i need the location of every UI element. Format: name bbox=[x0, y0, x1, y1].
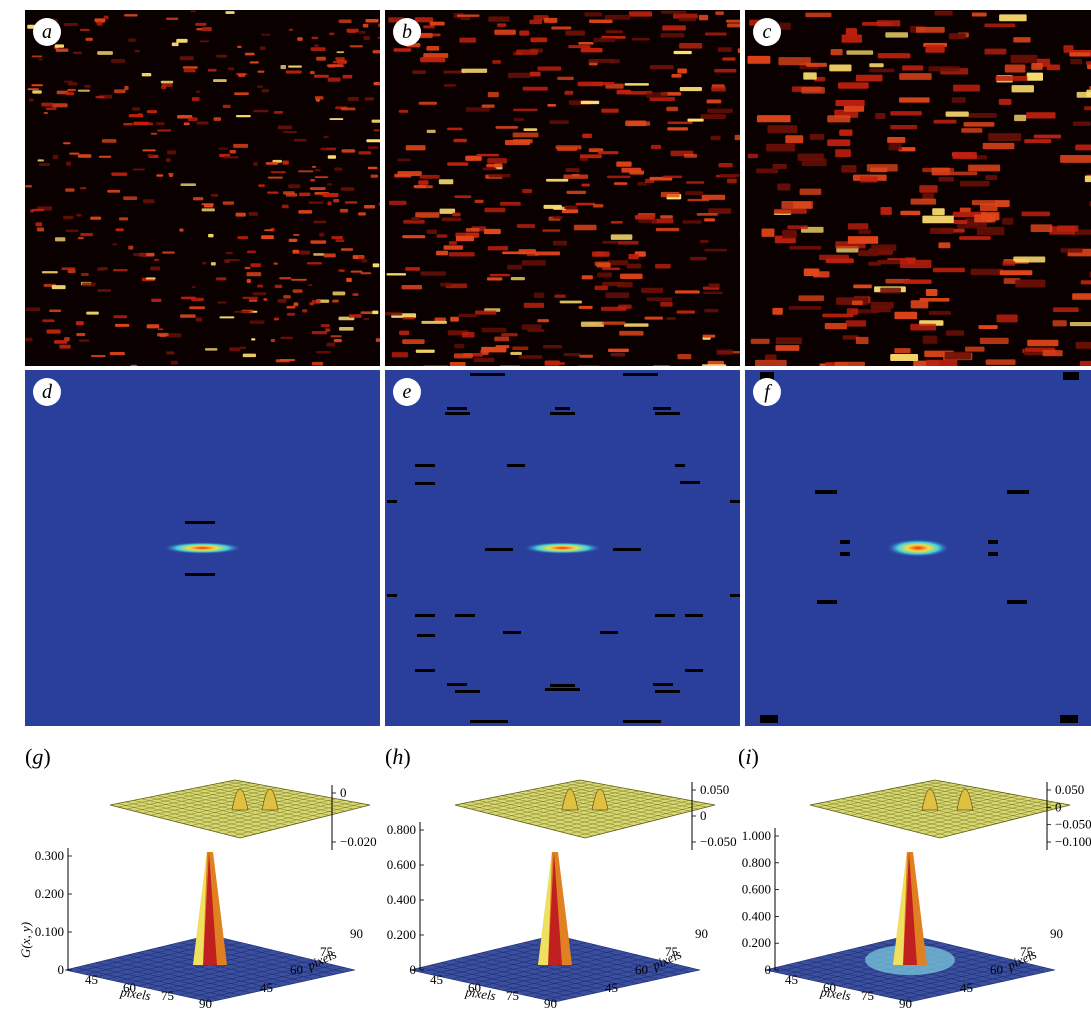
surface-plot-g: 0 −0.020 0.300 0.200 0.100 0 G(x, y) 45 60 75 90 pi… bbox=[18, 779, 377, 1011]
panel-label-h: (h) bbox=[385, 744, 411, 769]
heatmap-b bbox=[385, 10, 740, 366]
panel-letter-f: f bbox=[753, 378, 781, 406]
y-tick-label: 90 bbox=[695, 926, 708, 941]
upper-tick-label: 0.050 bbox=[1055, 782, 1084, 797]
panel-label-i: (i) bbox=[738, 744, 759, 769]
upper-tick-label: −0.050 bbox=[700, 834, 737, 849]
x-tick-label: 60 bbox=[468, 980, 481, 995]
x-tick-label: 75 bbox=[861, 988, 874, 1003]
lower-tick-label: 0.800 bbox=[387, 822, 416, 837]
x-axis-label: pixels bbox=[119, 984, 152, 1003]
surface-plot-i: 0.050 0 −0.050 −0.100 1.000 0.800 0.600 0.400 0.… bbox=[742, 779, 1091, 1011]
panel-letter-e: e bbox=[393, 378, 421, 406]
y-tick-label: 45 bbox=[605, 980, 618, 995]
upper-tick-label: 0 bbox=[340, 785, 347, 800]
x-tick-label: 75 bbox=[506, 988, 519, 1003]
lower-tick-label: 0.600 bbox=[387, 857, 416, 872]
panel-c-image: c bbox=[745, 10, 1091, 366]
x-tick-label: 90 bbox=[899, 996, 912, 1011]
heatmap-c bbox=[745, 10, 1091, 366]
x-axis-label: pixels bbox=[819, 984, 852, 1003]
lower-tick-label: 0.400 bbox=[742, 908, 771, 923]
correlation-d bbox=[25, 370, 380, 726]
x-tick-label: 45 bbox=[430, 972, 443, 987]
surface-plot-h: 0.050 0 −0.050 0.800 0.600 0.400 0.200 0 45 60 75 9… bbox=[387, 779, 737, 1011]
x-axis-label: pixels bbox=[464, 984, 497, 1003]
lower-tick-label: 0 bbox=[765, 962, 772, 977]
x-tick-label: 90 bbox=[199, 996, 212, 1011]
correlation-e bbox=[385, 370, 740, 726]
lower-tick-label: 0 bbox=[410, 962, 417, 977]
x-tick-label: 45 bbox=[85, 972, 98, 987]
upper-tick-label: 0 bbox=[1055, 799, 1062, 814]
y-tick-label: 75 bbox=[1020, 944, 1033, 959]
y-tick-label: 60 bbox=[990, 962, 1003, 977]
correlation-f bbox=[745, 370, 1091, 726]
lower-tick-label: 0 bbox=[58, 962, 65, 977]
x-tick-label: 60 bbox=[823, 980, 836, 995]
upper-tick-label: −0.050 bbox=[1055, 817, 1091, 832]
lower-tick-label: 0.200 bbox=[742, 935, 771, 950]
panel-letter-d: d bbox=[33, 378, 61, 406]
panel-b-image: b bbox=[385, 10, 740, 366]
y-tick-label: 75 bbox=[665, 944, 678, 959]
upper-tick-label: 0 bbox=[700, 808, 707, 823]
panel-e-image: e bbox=[385, 370, 740, 726]
y-tick-label: 60 bbox=[635, 962, 648, 977]
panel-letter-a: a bbox=[33, 18, 61, 46]
z-axis-label: G(x, y) bbox=[18, 922, 33, 958]
upper-tick-label: 0.050 bbox=[700, 782, 729, 797]
x-tick-label: 60 bbox=[123, 980, 136, 995]
heatmap-a bbox=[25, 10, 380, 366]
panel-label-g: (g) bbox=[25, 744, 51, 769]
lower-tick-label: 0.200 bbox=[35, 886, 64, 901]
lower-tick-label: 0.300 bbox=[35, 848, 64, 863]
lower-tick-label: 1.000 bbox=[742, 828, 771, 843]
y-tick-label: 45 bbox=[960, 980, 973, 995]
panel-a-image: a bbox=[25, 10, 380, 366]
x-tick-label: 45 bbox=[785, 972, 798, 987]
y-tick-label: 45 bbox=[260, 980, 273, 995]
upper-tick-label: −0.100 bbox=[1055, 834, 1091, 849]
lower-tick-label: 0.600 bbox=[742, 882, 771, 897]
panel-d-image: d bbox=[25, 370, 380, 726]
y-tick-label: 90 bbox=[1050, 926, 1063, 941]
y-tick-label: 60 bbox=[290, 962, 303, 977]
panel-letter-b: b bbox=[393, 18, 421, 46]
panel-f-image: f bbox=[745, 370, 1091, 726]
lower-tick-label: 0.100 bbox=[35, 924, 64, 939]
panel-letter-c: c bbox=[753, 18, 781, 46]
lower-tick-label: 0.400 bbox=[387, 892, 416, 907]
lower-tick-label: 0.200 bbox=[387, 927, 416, 942]
lower-tick-label: 0.800 bbox=[742, 855, 771, 870]
x-tick-label: 75 bbox=[161, 988, 174, 1003]
y-tick-label: 90 bbox=[350, 926, 363, 941]
upper-tick-label: −0.020 bbox=[340, 834, 377, 849]
x-tick-label: 90 bbox=[544, 996, 557, 1011]
y-tick-label: 75 bbox=[320, 944, 333, 959]
